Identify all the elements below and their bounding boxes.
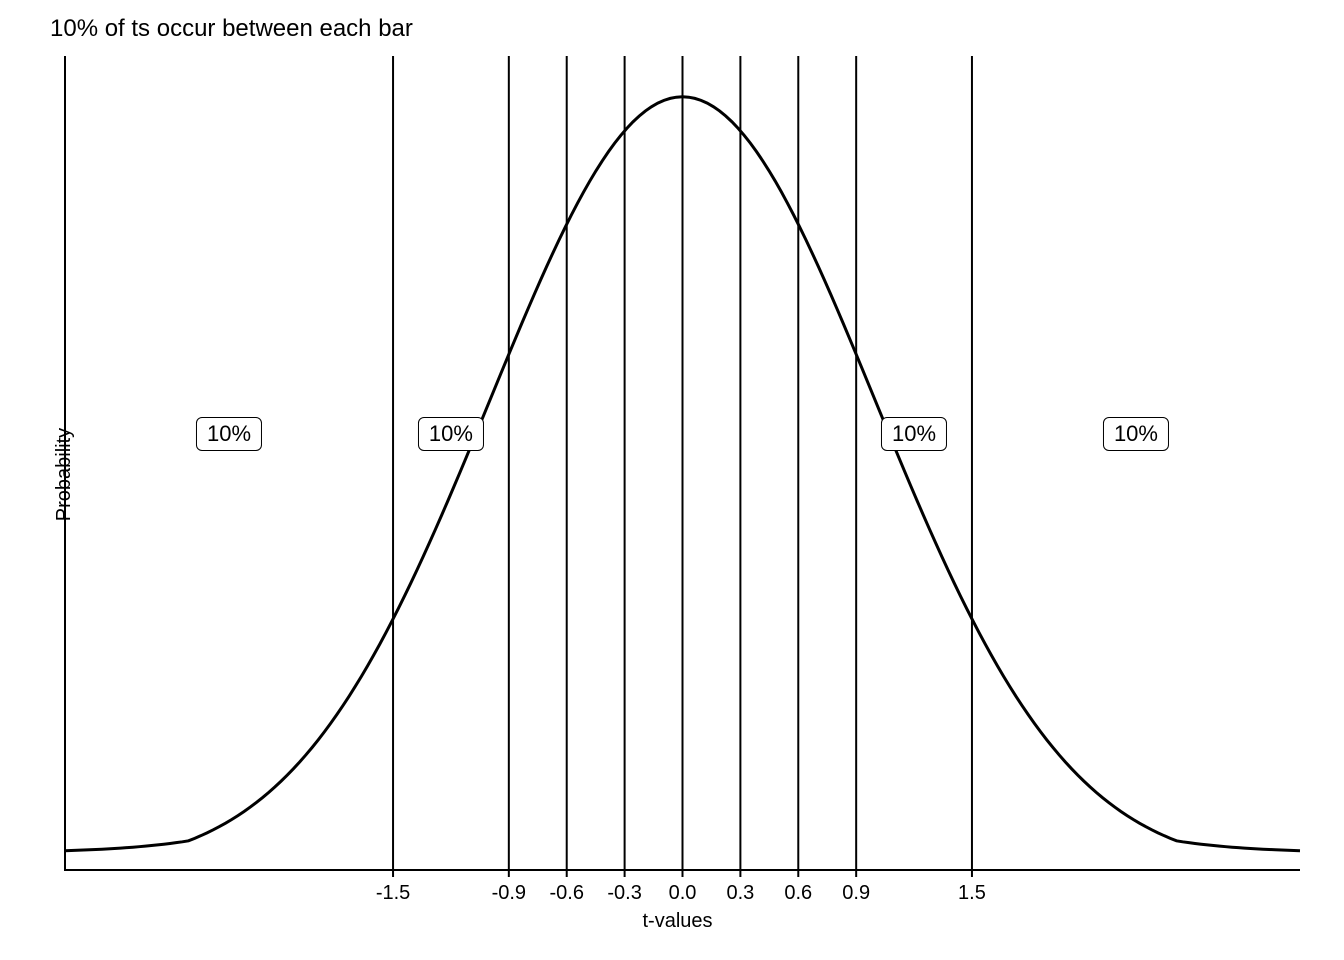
x-tick-label: -0.9 (492, 882, 526, 905)
x-tick-label: 0.0 (669, 882, 697, 905)
percent-annotation: 10% (881, 417, 947, 451)
x-tick-label: -1.5 (376, 882, 410, 905)
x-tick-label: 1.5 (958, 882, 986, 905)
percent-annotation: 10% (418, 417, 484, 451)
chart-title: 10% of ts occur between each bar (50, 15, 413, 43)
percent-annotation: 10% (196, 417, 262, 451)
x-axis-label: t-values (643, 910, 713, 933)
x-tick-label: -0.3 (607, 882, 641, 905)
y-axis-label: Probability (53, 428, 76, 521)
x-tick-label: -0.6 (549, 882, 583, 905)
x-tick-label: 0.3 (726, 882, 754, 905)
chart-svg (0, 0, 1344, 960)
x-tick-label: 0.9 (842, 882, 870, 905)
percent-annotation: 10% (1103, 417, 1169, 451)
x-tick-label: 0.6 (784, 882, 812, 905)
chart-container: 10% of ts occur between each bar Probabi… (0, 0, 1344, 960)
